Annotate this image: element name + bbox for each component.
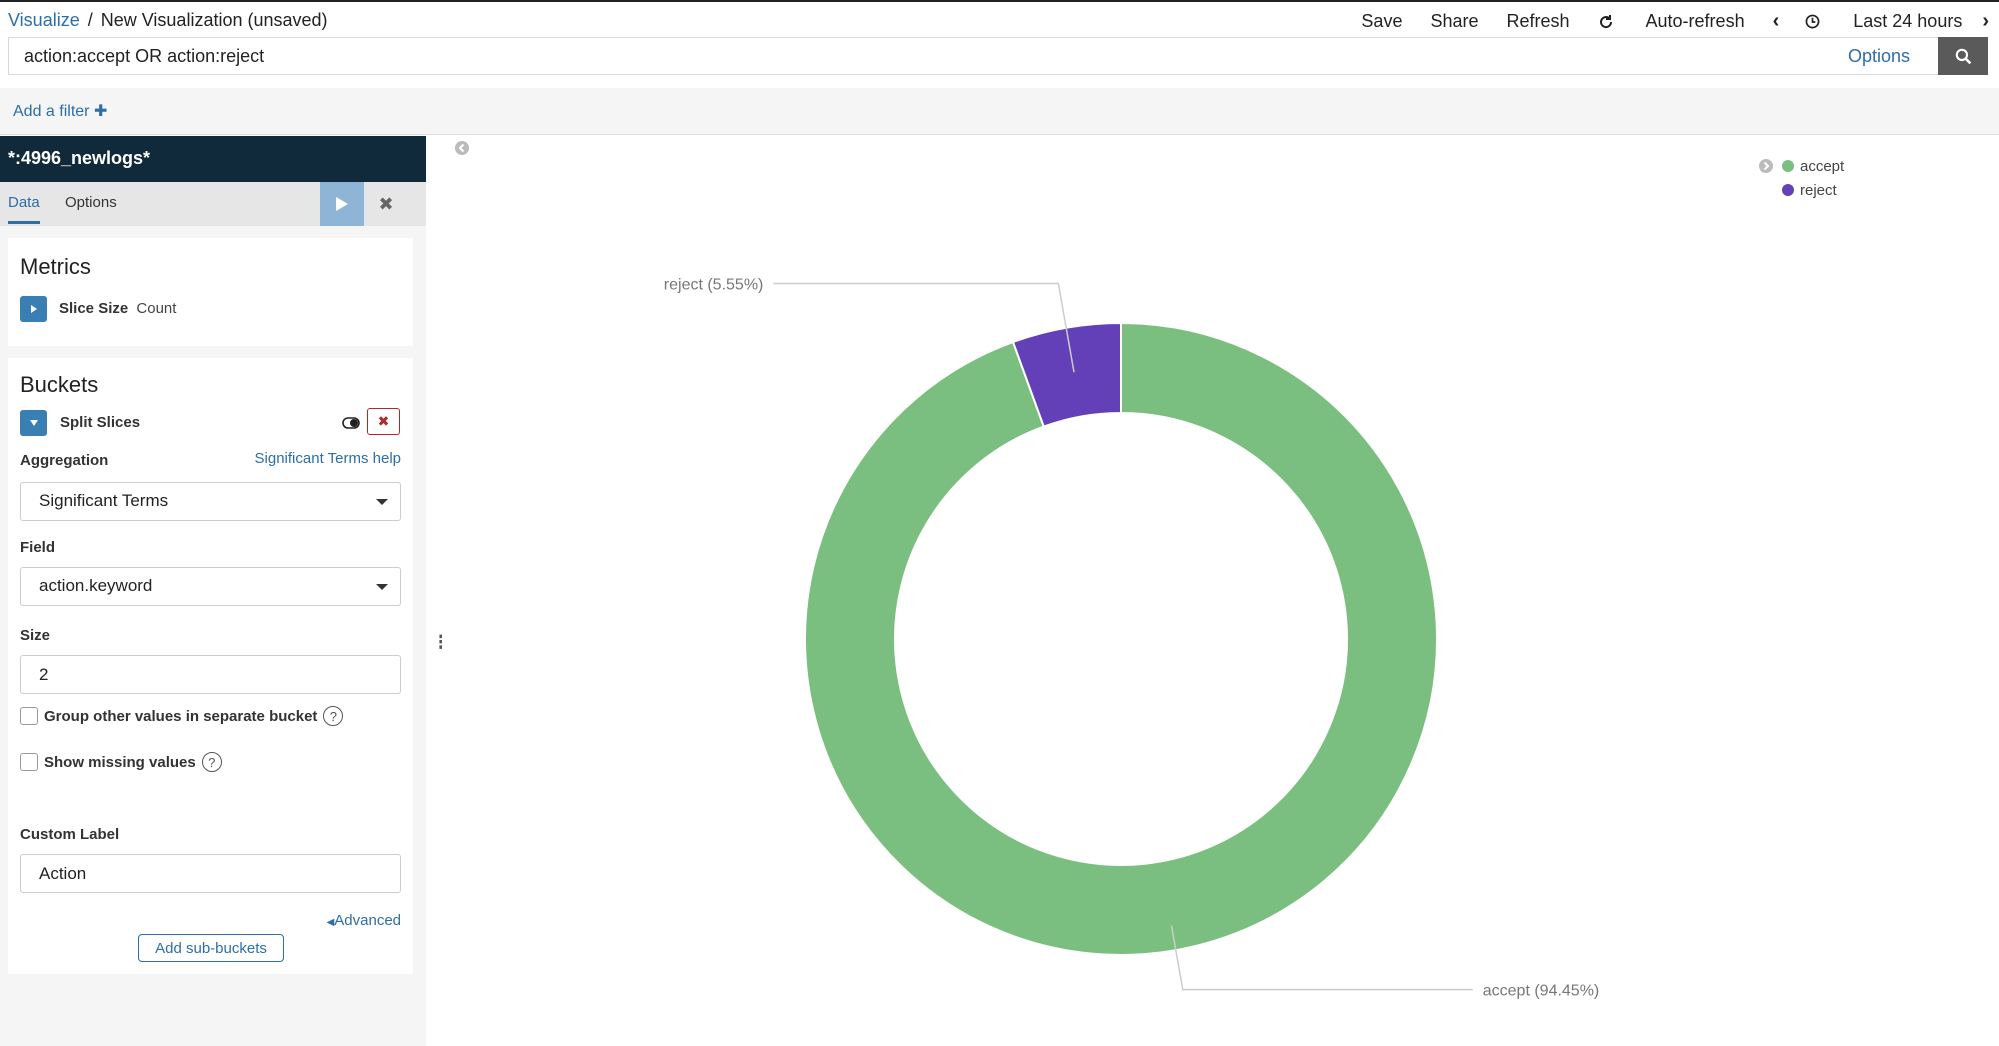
metric-agg-summary: Slice Size Count: [59, 300, 176, 317]
top-nav-bar: Visualize / New Visualization (unsaved) …: [0, 0, 1999, 38]
advanced-label: Advanced: [334, 912, 401, 929]
tab-data[interactable]: Data: [8, 194, 40, 224]
aggregation-select[interactable]: Significant Terms: [20, 482, 401, 521]
collapse-bucket-button[interactable]: [20, 410, 47, 436]
caret-down-icon: [29, 420, 38, 426]
index-pattern-title: *:4996_newlogs*: [0, 136, 426, 182]
caret-down-icon: [376, 584, 388, 590]
legend-dot-reject: [1782, 184, 1794, 196]
chevron-right-icon[interactable]: ›: [1982, 10, 1989, 32]
legend-toggle-button[interactable]: [1758, 158, 1774, 178]
refresh-button[interactable]: Refresh: [1506, 11, 1570, 31]
legend-label-reject: reject: [1800, 181, 1837, 199]
show-missing-checkbox[interactable]: [20, 753, 38, 771]
toggle-bucket-button[interactable]: [338, 410, 364, 436]
size-input[interactable]: [20, 655, 401, 694]
clock-icon: [1805, 14, 1820, 29]
query-input[interactable]: [8, 37, 1848, 75]
donut-chart: accept (94.45%) reject (5.55%): [664, 276, 1600, 1000]
aggregation-label: Aggregation: [20, 452, 109, 469]
chevron-left-circle-icon: [455, 141, 469, 155]
caret-left-icon: ◀: [326, 917, 335, 928]
apply-changes-button[interactable]: [320, 182, 364, 226]
metrics-panel: Metrics Slice Size Count: [8, 238, 413, 346]
help-icon[interactable]: ?: [323, 706, 344, 726]
significant-terms-help-link[interactable]: Significant Terms help: [254, 450, 401, 467]
refresh-icon: [1599, 14, 1612, 28]
help-icon[interactable]: ?: [201, 752, 222, 772]
auto-refresh-label: Auto-refresh: [1645, 11, 1745, 31]
add-filter-label: Add a filter: [13, 103, 90, 120]
visualization-area: accept (94.45%) reject (5.55%) accept rej…: [442, 136, 1999, 1046]
pie-slice-accept[interactable]: [804, 321, 1438, 956]
leader-line-reject: [773, 282, 1075, 373]
leader-line-accept: [1170, 925, 1473, 991]
query-bar: Options: [8, 37, 1988, 75]
expand-metric-button[interactable]: [20, 296, 47, 322]
collapse-sidebar-button[interactable]: [454, 140, 470, 161]
metrics-title: Metrics: [20, 254, 91, 279]
metric-agg-type: Count: [136, 300, 177, 317]
legend-item-accept[interactable]: accept: [1782, 154, 1844, 178]
chevron-right-circle-icon: [1759, 159, 1773, 173]
search-icon: [1955, 48, 1971, 64]
legend-dot-accept: [1782, 160, 1794, 172]
pie-slice-reject[interactable]: [1011, 321, 1122, 428]
group-other-checkbox[interactable]: [20, 707, 38, 725]
add-sub-buckets-button[interactable]: Add sub-buckets: [138, 934, 284, 962]
close-icon: ✖: [377, 413, 390, 429]
aggregation-select-value: Significant Terms: [39, 491, 169, 510]
breadcrumb: Visualize / New Visualization (unsaved): [8, 10, 328, 31]
close-icon: ✖: [378, 193, 394, 214]
query-options-link[interactable]: Options: [1848, 37, 1938, 75]
play-icon: [336, 197, 348, 211]
group-other-row: Group other values in separate bucket ?: [20, 706, 344, 726]
buckets-panel: Buckets Split Slices ✖ Aggregation Signi…: [8, 358, 413, 974]
editor-sidebar: *:4996_newlogs* Data Options ✖ Metrics S…: [0, 136, 426, 1046]
breadcrumb-visualize-link[interactable]: Visualize: [8, 10, 80, 30]
breadcrumb-separator: /: [87, 10, 93, 30]
legend-label-accept: accept: [1800, 157, 1845, 175]
remove-bucket-button[interactable]: ✖: [367, 408, 400, 435]
sidebar-tabs: Data Options ✖: [0, 182, 426, 226]
show-missing-label: Show missing values: [44, 753, 196, 771]
field-select-value: action.keyword: [39, 576, 153, 595]
share-button[interactable]: Share: [1430, 11, 1479, 31]
metric-agg-label: Slice Size: [59, 300, 129, 317]
caret-down-icon: [376, 499, 388, 505]
advanced-toggle-link[interactable]: ◀Advanced: [327, 912, 401, 929]
breadcrumb-current: New Visualization (unsaved): [100, 10, 328, 30]
auto-refresh-button[interactable]: Auto-refresh: [1598, 11, 1745, 32]
tab-options[interactable]: Options: [65, 194, 117, 211]
chart-legend: accept reject: [1759, 154, 1844, 202]
buckets-title: Buckets: [20, 372, 99, 397]
group-other-label: Group other values in separate bucket: [44, 707, 318, 725]
custom-label-input[interactable]: [20, 854, 401, 893]
custom-label-label: Custom Label: [20, 826, 120, 843]
field-label: Field: [20, 539, 56, 556]
size-label: Size: [20, 627, 51, 644]
chevron-left-icon[interactable]: ‹: [1772, 10, 1780, 32]
time-picker-button[interactable]: Last 24 hours: [1805, 11, 1962, 32]
discard-changes-button[interactable]: ✖: [364, 182, 408, 226]
toggle-icon: [342, 417, 360, 429]
top-actions: Save Share Refresh Auto-refresh ‹ Last 2…: [1333, 10, 1989, 33]
bucket-agg-label: Split Slices: [60, 414, 141, 431]
search-button[interactable]: [1938, 37, 1988, 75]
caret-right-icon: [30, 305, 37, 313]
save-button[interactable]: Save: [1361, 11, 1403, 31]
time-range-label: Last 24 hours: [1853, 11, 1963, 31]
legend-item-reject[interactable]: reject: [1782, 178, 1844, 202]
field-select[interactable]: action.keyword: [20, 567, 401, 606]
add-filter-link[interactable]: Add a filter ✚: [13, 101, 107, 121]
show-missing-row: Show missing values ?: [20, 752, 222, 772]
slice-label-accept: accept (94.45%): [1483, 983, 1600, 1000]
slice-label-reject: reject (5.55%): [664, 276, 764, 293]
filter-bar: Add a filter ✚: [0, 88, 1999, 135]
plus-icon: ✚: [93, 103, 108, 120]
